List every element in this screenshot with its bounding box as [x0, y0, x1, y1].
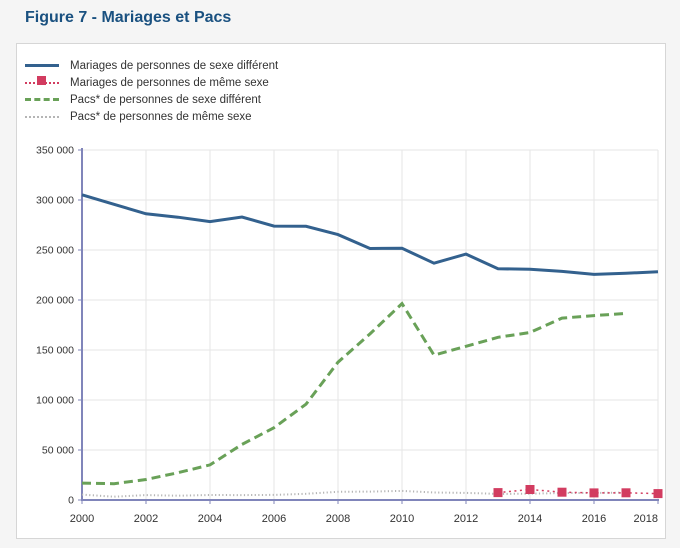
series-line-0	[81, 193, 659, 276]
chart-legend: Mariages de personnes de sexe différent …	[25, 57, 278, 125]
x-tick-label: 2012	[454, 513, 478, 525]
y-tick-label: 300 000	[36, 195, 74, 207]
legend-label: Mariages de personnes de sexe différent	[70, 59, 279, 72]
y-tick-label: 250 000	[36, 245, 74, 257]
legend-item-pacs-meme-sexe: Pacs* de personnes de même sexe	[25, 108, 278, 125]
x-tick-label: 2004	[198, 513, 222, 525]
line-chart-plot: 0 50 000 100 000 150 000 200 000 250 000 300 0…	[36, 145, 663, 525]
chart-panel: Mariages de personnes de sexe différent …	[16, 43, 666, 539]
y-tick-label: 150 000	[36, 345, 74, 357]
legend-item-pacs-sexe-different: Pacs* de personnes de sexe différent	[25, 91, 278, 108]
x-tick-label: 2008	[326, 513, 350, 525]
series-1-square-marker	[589, 488, 599, 498]
y-tick-label: 200 000	[36, 295, 74, 307]
x-tick-label: 2018	[634, 513, 658, 525]
x-tick-label: 2000	[70, 513, 94, 525]
x-tick-label: 2002	[134, 513, 158, 525]
dotted-line-square-swatch-icon	[25, 75, 59, 85]
x-tick-label: 2014	[518, 513, 542, 525]
series-1-square-marker	[525, 485, 535, 494]
legend-label: Pacs* de personnes de sexe différent	[70, 93, 261, 106]
legend-item-mariages-sexe-different: Mariages de personnes de sexe différent	[25, 57, 278, 74]
series-1-square-marker	[493, 488, 503, 498]
x-tick-label: 2010	[390, 513, 414, 525]
figure-title: Figure 7 - Mariages et Pacs	[25, 9, 232, 26]
series-line-3	[81, 489, 627, 498]
series-line-2	[81, 301, 627, 486]
fine-dotted-line-swatch-icon	[25, 115, 59, 118]
series-line-1	[497, 488, 659, 495]
solid-line-swatch-icon	[25, 64, 59, 67]
y-tick-label: 0	[68, 495, 74, 507]
y-tick-label: 50 000	[42, 445, 74, 457]
legend-label: Pacs* de personnes de même sexe	[70, 110, 252, 123]
series-1-square-marker	[557, 487, 567, 497]
dashed-line-swatch-icon	[25, 98, 59, 101]
y-tick-label: 350 000	[36, 145, 74, 157]
legend-item-mariages-meme-sexe: Mariages de personnes de même sexe	[25, 74, 278, 91]
legend-label: Mariages de personnes de même sexe	[70, 76, 269, 89]
x-tick-label: 2016	[582, 513, 606, 525]
y-tick-label: 100 000	[36, 395, 74, 407]
x-tick-label: 2006	[262, 513, 286, 525]
series-1-square-marker	[653, 489, 663, 499]
series-1-square-marker	[621, 488, 631, 498]
